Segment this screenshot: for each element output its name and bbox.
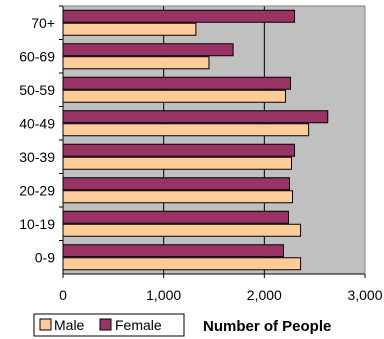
bar-female-0-9 [62,244,284,258]
x-tick-label: 1,000 [146,287,181,303]
x-tick-label: 0 [59,287,67,303]
bar-female-50-59 [62,76,292,90]
x-axis-title: Number of People [203,318,331,335]
y-tick-label: 30-39 [19,149,55,165]
bar-male-0-9 [62,257,302,271]
bars [62,9,329,271]
bar-male-30-39 [62,156,293,170]
y-tick-label: 20-29 [19,182,55,198]
bar-female-20-29 [62,177,290,191]
bar-female-10-19 [62,210,289,224]
legend-label-female: Female [115,317,162,333]
x-tick-label: 2,000 [247,287,282,303]
bar-female-30-39 [62,143,296,157]
y-axis-labels: 0-9 10-19 20-29 30-39 40-49 50-59 60-69 70+ [19,5,63,265]
y-tick-label: 60-69 [19,48,55,64]
x-axis-labels: 0 1,000 2,000 3,000 [59,274,383,303]
x-tick-label: 3,000 [347,287,382,303]
legend-swatch-female [99,318,112,331]
bar-female-60-69 [62,43,234,57]
bar-male-10-19 [62,223,302,237]
bar-male-60-69 [62,56,210,70]
legend: Male Female [33,313,185,337]
bar-female-70+ [62,9,296,23]
bar-female-40-49 [62,110,329,124]
bar-male-70+ [62,22,197,36]
y-tick-label: 40-49 [19,115,55,131]
y-tick-label: 0-9 [35,249,55,265]
bar-male-50-59 [62,89,286,103]
bar-male-20-29 [62,190,294,204]
y-tick-label: 50-59 [19,82,55,98]
legend-label-male: Male [54,317,85,333]
bar-male-40-49 [62,123,310,137]
legend-swatch-male [39,318,52,331]
y-tick-label: 10-19 [19,216,55,232]
y-tick-label: 70+ [31,15,55,31]
